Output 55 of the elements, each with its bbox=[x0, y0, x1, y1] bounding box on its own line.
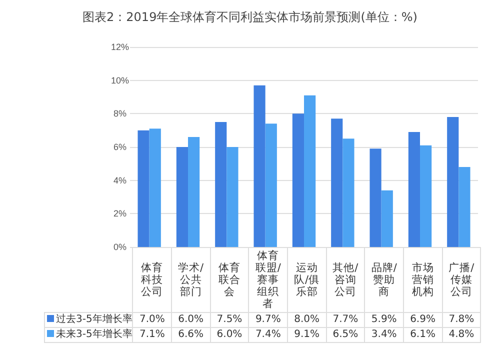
data-label: 6.0% bbox=[210, 328, 249, 342]
x-tick-label: 品牌/赞助商 bbox=[364, 248, 404, 312]
data-label: 7.0% bbox=[132, 312, 172, 328]
bar bbox=[381, 190, 393, 247]
bar bbox=[292, 114, 304, 247]
y-tick-label: 8% bbox=[113, 108, 127, 119]
bar bbox=[265, 124, 277, 247]
y-tick-label: 4% bbox=[113, 175, 127, 186]
bar bbox=[342, 138, 354, 247]
data-label: 7.8% bbox=[442, 312, 481, 328]
bar bbox=[226, 147, 238, 247]
bar bbox=[370, 148, 382, 247]
bar bbox=[176, 147, 188, 247]
bar bbox=[420, 145, 432, 247]
data-label: 6.9% bbox=[403, 312, 442, 328]
x-tick-label: 学术/公共部门 bbox=[172, 248, 210, 312]
bar bbox=[215, 122, 227, 247]
x-tick-label: 体育联盟/赛事组织者 bbox=[248, 248, 288, 312]
y-tick-label: 6% bbox=[113, 142, 127, 152]
data-label: 6.6% bbox=[172, 328, 210, 342]
data-label: 5.9% bbox=[364, 312, 404, 328]
bar bbox=[188, 137, 200, 247]
data-label: 7.7% bbox=[326, 312, 365, 328]
x-tick-label: 市场营销机构 bbox=[403, 248, 442, 312]
x-tick-label: 广播/传媒公司 bbox=[442, 248, 481, 312]
y-tick-label: 12% bbox=[110, 42, 130, 52]
y-tick-label: 0% bbox=[113, 242, 127, 252]
data-label: 7.4% bbox=[248, 328, 288, 342]
x-tick-label: 体育科技公司 bbox=[132, 248, 172, 312]
x-tick-label: 体育联合会 bbox=[210, 248, 249, 312]
y-tick-label: 2% bbox=[113, 208, 127, 219]
bar bbox=[447, 117, 459, 247]
data-label: 9.7% bbox=[248, 312, 288, 328]
data-label: 4.8% bbox=[442, 328, 481, 342]
bar bbox=[149, 128, 161, 247]
data-label: 3.4% bbox=[364, 328, 404, 342]
bar bbox=[331, 118, 343, 247]
bar bbox=[408, 132, 420, 247]
data-label: 7.5% bbox=[210, 312, 249, 328]
bar bbox=[138, 130, 150, 247]
data-label: 7.1% bbox=[132, 328, 172, 342]
data-label: 8.0% bbox=[287, 312, 326, 328]
data-label: 6.1% bbox=[403, 328, 442, 342]
legend-label: 过去3-5年增长率 bbox=[44, 312, 133, 328]
y-tick-label: 10% bbox=[110, 75, 130, 86]
x-tick-label: 其他/咨询公司 bbox=[326, 248, 365, 312]
bar bbox=[304, 95, 316, 247]
data-label: 9.1% bbox=[287, 328, 326, 342]
legend-label: 未来3-5年增长率 bbox=[44, 328, 133, 342]
x-tick-label: 运动队/俱乐部 bbox=[287, 248, 326, 312]
bar bbox=[458, 167, 470, 247]
data-label: 6.5% bbox=[326, 328, 365, 342]
data-label: 6.0% bbox=[172, 312, 210, 328]
bar bbox=[254, 85, 266, 247]
chart-title: 图表2：2019年全球体育不同利益实体市场前景预测(单位：%) bbox=[82, 10, 418, 24]
